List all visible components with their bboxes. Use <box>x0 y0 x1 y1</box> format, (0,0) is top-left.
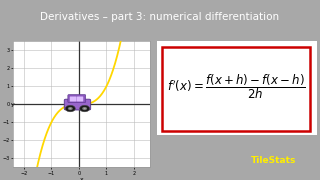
Circle shape <box>80 105 90 112</box>
Text: Derivatives – part 3: numerical differentiation: Derivatives – part 3: numerical differen… <box>40 12 280 22</box>
FancyBboxPatch shape <box>64 99 91 110</box>
Circle shape <box>65 105 75 112</box>
Circle shape <box>68 107 73 110</box>
Circle shape <box>69 108 71 109</box>
X-axis label: x: x <box>80 177 84 180</box>
FancyBboxPatch shape <box>68 94 86 103</box>
Text: $f'(x) = \dfrac{f(x+h) - f(x-h)}{2h}$: $f'(x) = \dfrac{f(x+h) - f(x-h)}{2h}$ <box>167 72 306 101</box>
Circle shape <box>82 107 87 110</box>
Text: y: y <box>11 102 14 107</box>
Circle shape <box>84 108 86 109</box>
FancyBboxPatch shape <box>77 96 83 102</box>
Text: TileStats: TileStats <box>251 156 296 165</box>
FancyBboxPatch shape <box>70 96 77 102</box>
FancyBboxPatch shape <box>157 41 317 135</box>
